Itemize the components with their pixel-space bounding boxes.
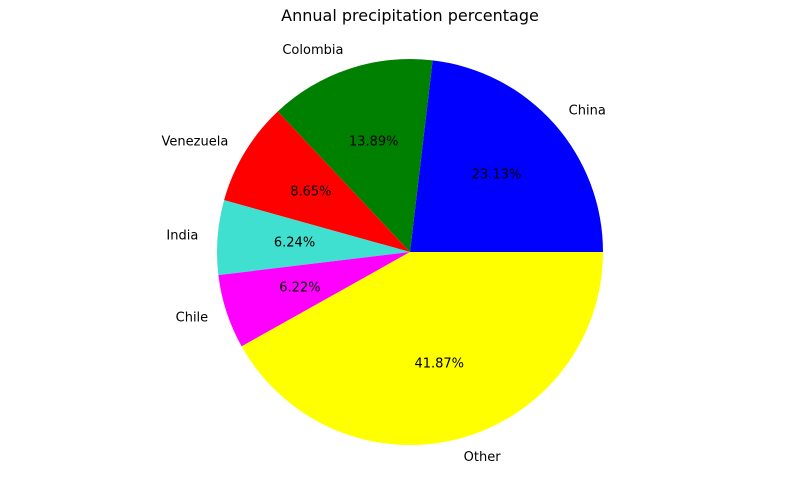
slice-pct-india: 6.24%	[274, 236, 315, 251]
pie-slice-other	[241, 252, 603, 445]
slice-pct-other: 41.87%	[414, 357, 464, 372]
slice-pct-colombia: 13.89%	[349, 135, 399, 150]
slice-label-colombia: Colombia	[282, 43, 343, 58]
slice-label-other: Other	[464, 450, 502, 465]
pie-slice-china	[410, 60, 603, 252]
pie-slice-chile	[218, 252, 410, 347]
slice-label-venezuela: Venezuela	[162, 135, 229, 150]
pie-slice-india	[217, 200, 410, 276]
pie-slice-colombia	[277, 59, 433, 253]
pie-slice-venezuela	[224, 111, 410, 252]
chart-title: Annual precipitation percentage	[281, 6, 539, 25]
pie-slices	[217, 59, 603, 445]
slice-pct-china: 23.13%	[472, 168, 522, 183]
slice-pct-venezuela: 8.65%	[290, 185, 331, 200]
pie-labels: China 23.13% Colombia 13.89% Venezuela 8.65% I…	[162, 43, 606, 465]
slice-label-chile: Chile	[176, 310, 209, 325]
slice-pct-chile: 6.22%	[279, 280, 320, 295]
slice-label-india: India	[166, 228, 198, 243]
slice-label-china: China	[569, 103, 606, 118]
